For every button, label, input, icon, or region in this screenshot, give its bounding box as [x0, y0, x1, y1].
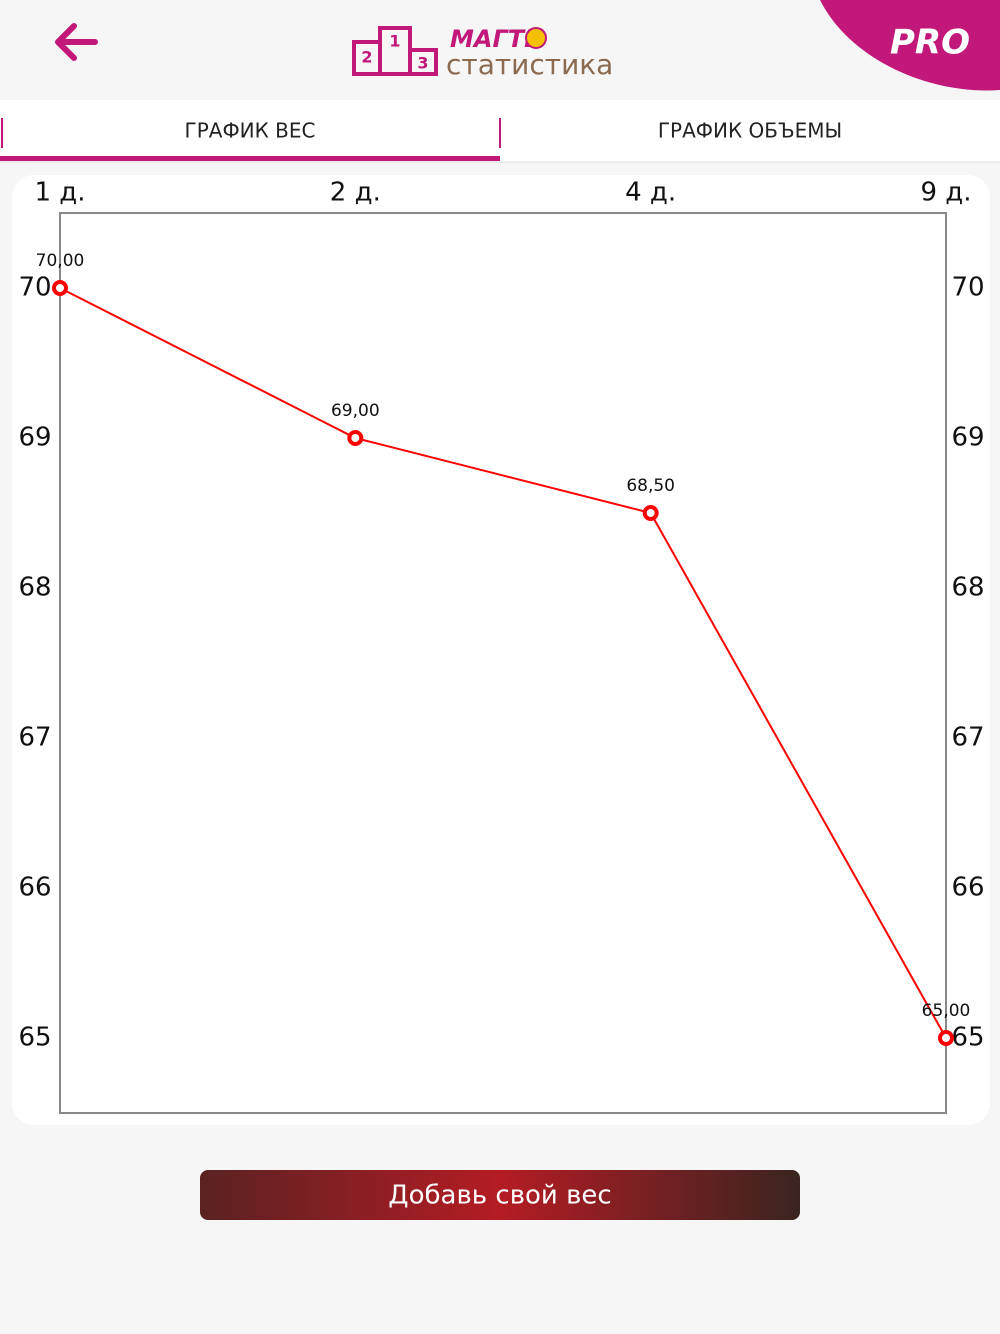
- x-tick-label: 2 д.: [330, 178, 381, 208]
- point: [347, 430, 364, 446]
- y2-tick-label: 67: [951, 723, 984, 753]
- y2-tick-label: 66: [951, 873, 984, 903]
- pro-badge[interactable]: [820, 0, 1000, 91]
- y2-tick-label: 68: [951, 573, 984, 603]
- x-tick-label: 9 д.: [920, 178, 971, 208]
- data-label: 69,00: [331, 401, 380, 421]
- line: [59, 287, 947, 1039]
- y-tick-label: 69: [18, 423, 51, 453]
- y2-tick-label: 69: [951, 423, 984, 453]
- logo: 1 2 3 МАГТИ статистика: [352, 25, 613, 81]
- point: [938, 1030, 954, 1046]
- point: [642, 505, 659, 521]
- y-tick-label: 68: [18, 573, 51, 603]
- y-tick-label: 65: [18, 1023, 51, 1053]
- tab[interactable]: ГРАФИК ВЕС: [185, 119, 316, 143]
- data-label: 68,50: [626, 476, 675, 496]
- y-tick-label: 67: [18, 723, 51, 753]
- podium-3: [408, 48, 438, 76]
- button-label: Добавь свой вес: [388, 1181, 611, 1211]
- y-tick-label: 70: [18, 273, 51, 303]
- tab[interactable]: ГРАФИК ОБЪЕМЫ: [658, 119, 842, 143]
- y2-tick-label: 70: [951, 273, 984, 303]
- add-weight-button[interactable]: [200, 1170, 800, 1220]
- tab-indicator: [0, 156, 500, 161]
- podium-label: 1: [389, 32, 400, 51]
- y2-tick-label: 65: [951, 1023, 984, 1053]
- podium-label: 2: [361, 48, 372, 67]
- plot-frame: [59, 212, 947, 1114]
- data-label: 70,00: [36, 251, 85, 271]
- chart-card: [12, 175, 990, 1125]
- x-tick-label: 1 д.: [34, 178, 85, 208]
- y-tick-label: 66: [18, 873, 51, 903]
- back-button[interactable]: [55, 23, 98, 61]
- x-tick-label: 4 д.: [625, 178, 676, 208]
- point: [52, 280, 68, 296]
- data-label: 65,00: [922, 1001, 971, 1021]
- pro-label: PRO: [890, 23, 970, 63]
- brand-icon: [525, 27, 547, 49]
- podium-label: 3: [417, 54, 428, 73]
- subtitle: статистика: [446, 48, 613, 81]
